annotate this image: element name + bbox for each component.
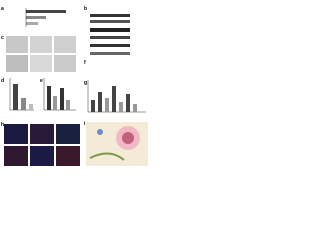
panel-i-diagram bbox=[86, 122, 148, 166]
figure: a b c d e f g h i bbox=[1, 6, 148, 166]
panel-g-chart bbox=[87, 80, 146, 113]
panel-letter: e bbox=[40, 78, 43, 84]
panel-f-blots bbox=[90, 14, 130, 55]
panel-letter: b bbox=[84, 6, 87, 12]
panel-letter: a bbox=[1, 6, 4, 12]
panel-letter: d bbox=[1, 78, 4, 84]
panel-letter: c bbox=[1, 35, 4, 41]
panel-letter: h bbox=[1, 122, 4, 128]
panel-letter: g bbox=[84, 80, 87, 86]
panel-e-chart bbox=[43, 78, 76, 111]
panel-c-images bbox=[6, 36, 76, 72]
panel-a-chart bbox=[25, 8, 66, 27]
panel-h-images bbox=[4, 124, 80, 166]
panel-letter: f bbox=[84, 60, 86, 66]
panel-letter: i bbox=[84, 121, 86, 127]
panel-d-chart bbox=[9, 78, 34, 111]
